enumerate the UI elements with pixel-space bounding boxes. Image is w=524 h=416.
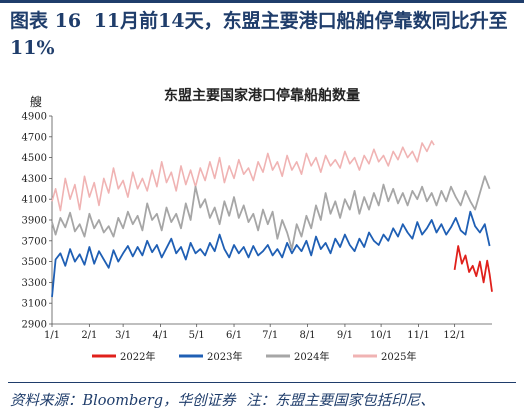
y-tick-label: 4900 (22, 112, 47, 123)
y-tick-label: 4300 (22, 174, 47, 185)
y-tick-label: 4500 (22, 153, 47, 164)
footer-rule (8, 382, 516, 383)
x-tick-label: 10/1 (370, 330, 392, 341)
x-tick-label: 3/1 (115, 330, 131, 341)
figure-title: 11月前14天，东盟主要港口船舶停靠数同比升至11% (10, 10, 508, 59)
legend-label: 2024年 (294, 350, 329, 363)
source-note: 资料来源：Bloomberg，华创证券 注：东盟主要国家包括印尼、 (10, 389, 516, 410)
chart-title: 东盟主要国家港口停靠船舶数量 (164, 87, 360, 104)
x-tick-label: 8/1 (300, 330, 316, 341)
line-chart: 东盟主要国家港口停靠船舶数量 艘 2900 3100 3300 3500 3700 3900 4… (22, 87, 493, 363)
figure-label: 图表 16 (10, 10, 82, 32)
y-tick-label: 3300 (22, 278, 47, 289)
source-text: 资料来源：Bloomberg，华创证券 (10, 393, 236, 409)
x-tick-label: 12/1 (443, 330, 465, 341)
y-tick-label: 3700 (22, 236, 47, 247)
y-tick-label: 3100 (22, 299, 47, 310)
y-tick-label: 3500 (22, 257, 47, 268)
x-tick-label: 11/1 (407, 330, 429, 341)
legend-label: 2023年 (207, 350, 242, 363)
y-tick-label: 4700 (22, 132, 47, 143)
x-tick-label: 5/1 (189, 330, 205, 341)
x-tick-label: 1/1 (44, 330, 60, 341)
x-tick-label: 6/1 (226, 330, 242, 341)
y-tick-label: 2900 (22, 320, 47, 331)
x-tick-label: 2/1 (81, 330, 97, 341)
series-line-2025年 (51, 140, 435, 212)
series-line-2022年 (453, 245, 493, 292)
legend-label: 2025年 (381, 350, 416, 363)
x-tick-label: 4/1 (152, 330, 168, 341)
chart-container: 东盟主要国家港口停靠船舶数量 艘 2900 3100 3300 3500 3700 3900 4… (0, 78, 524, 376)
legend-label: 2022年 (120, 350, 155, 363)
figure-header: 图表 16 11月前14天，东盟主要港口船舶停靠数同比升至11% (10, 8, 514, 62)
y-axis-label: 艘 (30, 94, 42, 109)
y-tick-label: 4100 (22, 195, 47, 206)
x-tick-label: 9/1 (337, 330, 353, 341)
top-rule (0, 0, 524, 3)
series-line-2023年 (51, 210, 491, 298)
x-tick-label: 7/1 (262, 330, 278, 341)
note-text: 注：东盟主要国家包括印尼、 (246, 393, 435, 409)
y-tick-label: 3900 (22, 216, 47, 227)
series-line-2024年 (51, 175, 491, 251)
